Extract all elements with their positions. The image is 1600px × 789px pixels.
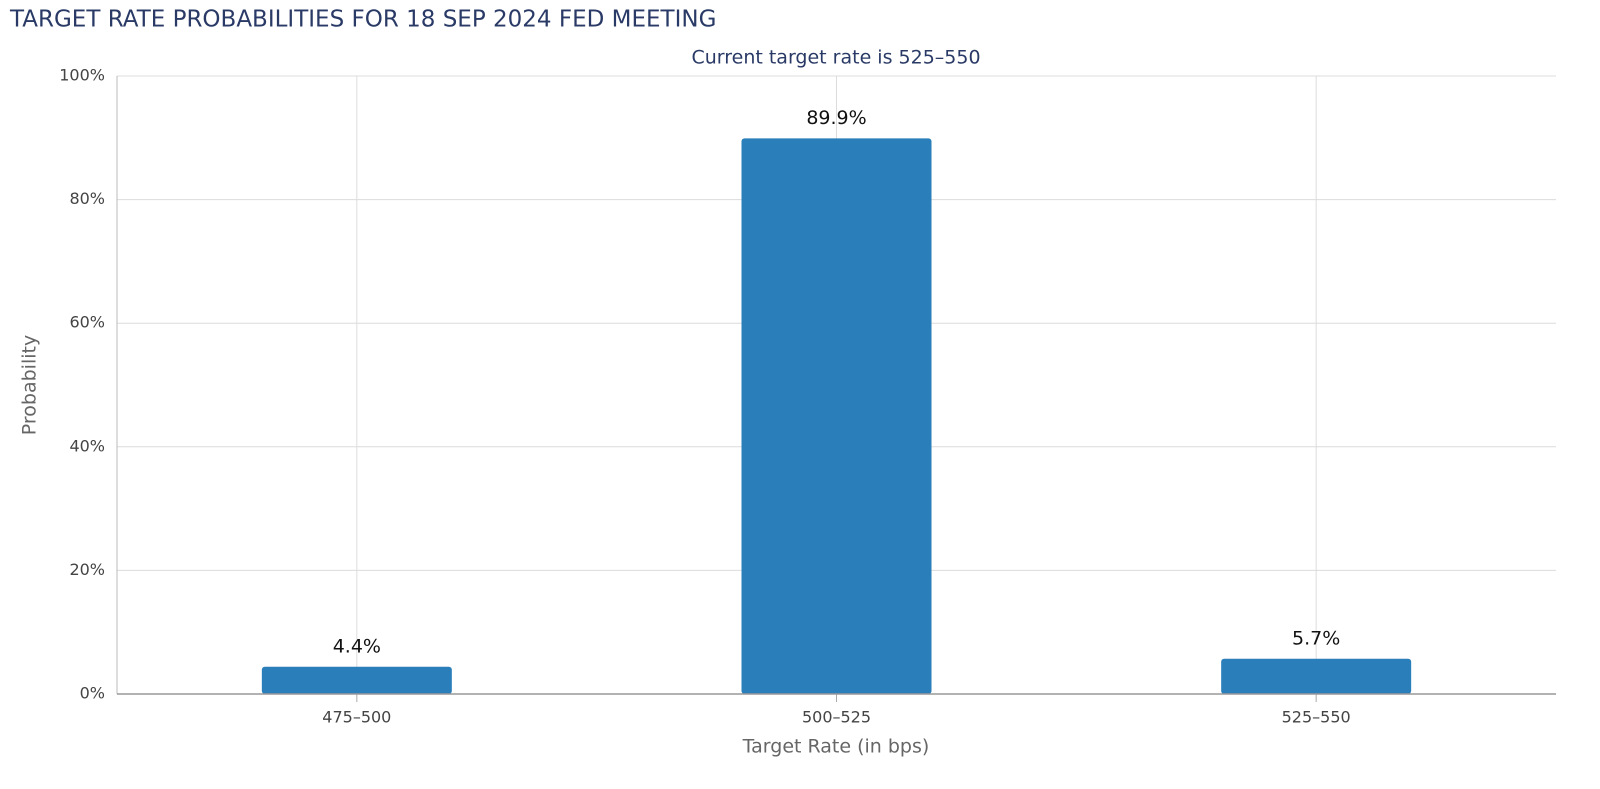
y-tick-label: 60% xyxy=(69,313,105,332)
x-tick-label: 525–550 xyxy=(1282,708,1351,727)
x-tick-label: 500–525 xyxy=(802,708,871,727)
bar xyxy=(1221,658,1412,694)
y-tick-label: 0% xyxy=(80,684,105,703)
value-label: 89.9% xyxy=(806,107,866,129)
x-axis-title: Target Rate (in bps) xyxy=(742,736,930,758)
value-label: 4.4% xyxy=(333,635,381,657)
value-label: 5.7% xyxy=(1292,627,1340,649)
y-tick-label: 100% xyxy=(59,66,105,85)
y-tick-label: 80% xyxy=(69,189,105,208)
bar xyxy=(741,138,932,695)
chart-subtitle: Current target rate is 525–550 xyxy=(691,47,980,69)
y-tick-label: 40% xyxy=(69,436,105,455)
y-axis-title: Probability xyxy=(19,335,41,435)
y-tick-label: 20% xyxy=(69,560,105,579)
bar xyxy=(261,666,452,694)
chart-title: TARGET RATE PROBABILITIES FOR 18 SEP 202… xyxy=(9,7,716,33)
x-tick-label: 475–500 xyxy=(322,708,391,727)
